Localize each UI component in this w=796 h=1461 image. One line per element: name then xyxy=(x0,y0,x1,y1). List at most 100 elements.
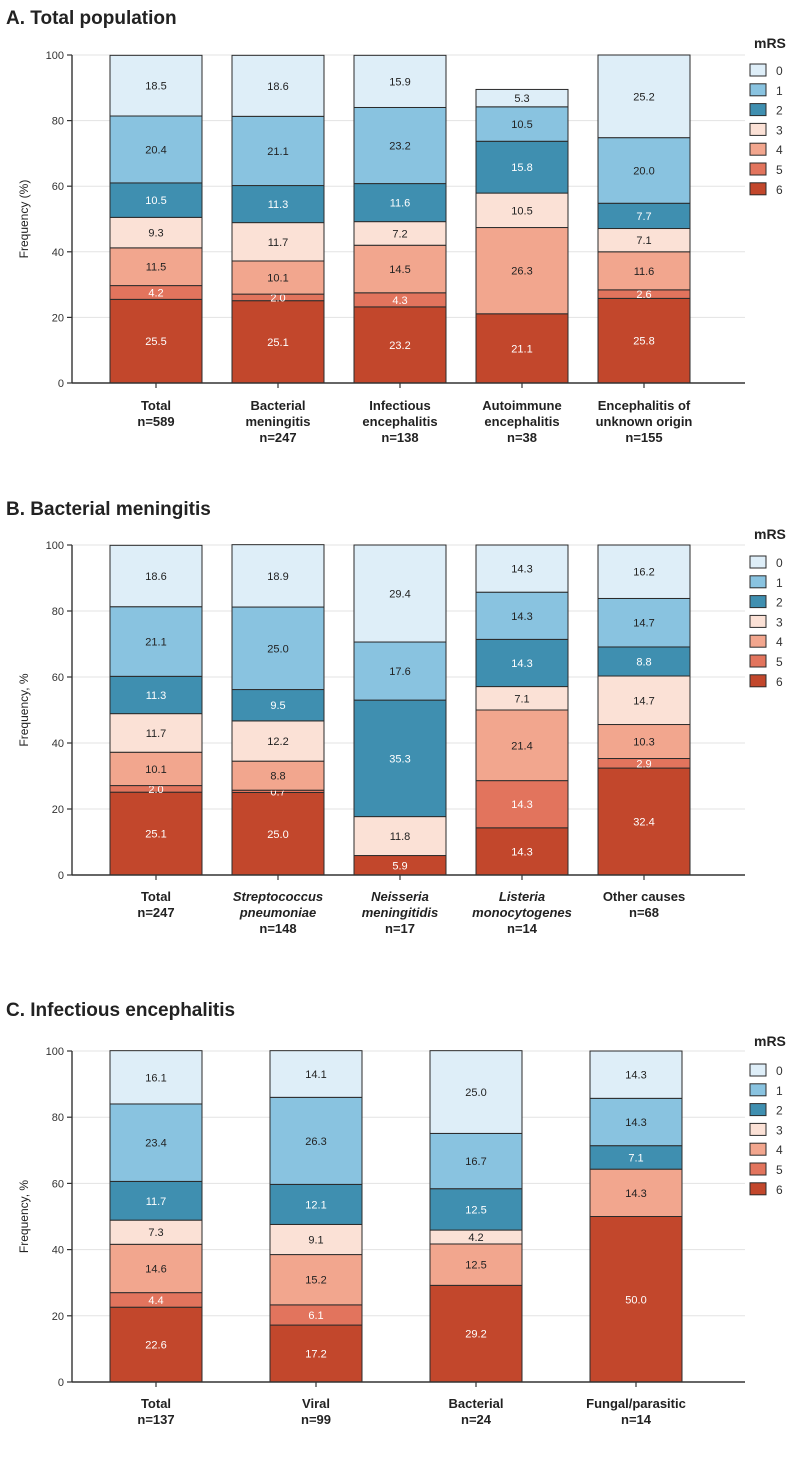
x-tick-label: meningitidis xyxy=(362,905,439,920)
bar-segment-mrs-1 xyxy=(475,106,569,142)
data-label: 29.4 xyxy=(389,589,410,601)
bar-segment-mrs-4 xyxy=(109,1243,203,1294)
y-tick-label: 20 xyxy=(52,1311,64,1323)
bar-segment-mrs-3 xyxy=(597,675,691,726)
data-label: 18.6 xyxy=(267,81,288,93)
x-tick-label: Fungal/parasitic xyxy=(586,1396,686,1411)
data-label: 11.3 xyxy=(268,199,289,211)
data-label: 7.1 xyxy=(628,1152,643,1164)
chart-title: B. Bacterial meningitis xyxy=(6,499,211,520)
legend: mRS 0 1 2 3 4 5 6 xyxy=(749,35,786,197)
bar-segment-mrs-3 xyxy=(109,713,203,753)
bar-segment-mrs-2 xyxy=(597,646,691,677)
bar-segment-mrs-4 xyxy=(269,1254,363,1306)
data-label: 23.4 xyxy=(145,1138,166,1150)
data-label: 4.3 xyxy=(392,295,407,307)
y-tick-label: 80 xyxy=(52,1112,64,1124)
data-label: 2.0 xyxy=(148,784,163,796)
x-tick-label: encephalitis xyxy=(362,414,437,429)
data-label: 25.0 xyxy=(267,643,288,655)
data-label: 26.3 xyxy=(305,1136,326,1148)
bar-segment-mrs-1 xyxy=(429,1132,523,1190)
bar-segment-mrs-2 xyxy=(353,183,447,223)
data-label: 12.2 xyxy=(267,736,288,748)
data-label: 4.2 xyxy=(468,1232,483,1244)
data-label: 2.0 xyxy=(270,292,285,304)
y-tick-label: 40 xyxy=(52,1245,64,1257)
y-axis-label: Frequency, % xyxy=(17,673,31,746)
data-label: 5.3 xyxy=(514,93,529,105)
bar-segment-mrs-0 xyxy=(109,544,203,608)
x-tick-label: Neisseria xyxy=(371,889,429,904)
x-tick-label: n=247 xyxy=(137,905,174,920)
data-label: 20.0 xyxy=(633,165,654,177)
legend-swatch-mrs-3 xyxy=(749,122,767,136)
data-label: 14.6 xyxy=(145,1263,166,1275)
legend-label: 3 xyxy=(776,123,783,137)
data-label: 16.1 xyxy=(145,1072,166,1084)
bar-segment-mrs-2 xyxy=(475,638,569,688)
legend-label: 6 xyxy=(776,1183,783,1197)
x-tick-label: n=68 xyxy=(629,905,659,920)
bar-segment-mrs-4 xyxy=(597,724,691,760)
data-label: 15.8 xyxy=(511,162,532,174)
data-label: 14.7 xyxy=(633,695,654,707)
x-tick-label: monocytogenes xyxy=(472,905,572,920)
x-tick-label: Streptococcus xyxy=(233,889,323,904)
bar-segment-mrs-3 xyxy=(231,720,325,762)
x-tick-label: n=14 xyxy=(507,921,538,936)
bar-segment-mrs-0 xyxy=(231,54,325,117)
legend: mRS 0 1 2 3 4 5 6 xyxy=(749,1033,786,1197)
y-tick-label: 80 xyxy=(52,116,64,128)
data-label: 16.7 xyxy=(465,1156,486,1168)
data-label: 14.3 xyxy=(511,658,532,670)
data-label: 14.3 xyxy=(511,799,532,811)
legend-swatch-mrs-2 xyxy=(749,1103,767,1117)
data-label: 10.3 xyxy=(633,737,654,749)
bar-segment-mrs-1 xyxy=(231,115,325,187)
legend-swatch-mrs-0 xyxy=(749,1063,767,1077)
y-tick-label: 60 xyxy=(52,672,64,684)
x-tick-label: n=137 xyxy=(137,1412,174,1427)
bar-segment-mrs-6 xyxy=(597,767,691,876)
bar-segment-mrs-4 xyxy=(429,1243,523,1286)
bar-segment-mrs-0 xyxy=(109,54,203,117)
legend-swatch-mrs-5 xyxy=(749,1162,767,1176)
bar-segment-mrs-6 xyxy=(269,1324,363,1383)
legend-label: 2 xyxy=(776,104,783,118)
chart-panel-2: B. Bacterial meningitis020406080100Frequ… xyxy=(6,499,786,936)
data-label: 5.9 xyxy=(392,860,407,872)
data-label: 20.4 xyxy=(145,144,166,156)
data-label: 14.3 xyxy=(625,1188,646,1200)
chart-title: C. Infectious encephalitis xyxy=(6,1000,235,1021)
y-tick-label: 60 xyxy=(52,1178,64,1190)
data-label: 22.6 xyxy=(145,1340,166,1352)
data-label: 12.1 xyxy=(305,1199,326,1211)
bar-segment-mrs-0 xyxy=(429,1050,523,1134)
data-label: 12.5 xyxy=(465,1260,486,1272)
y-tick-label: 100 xyxy=(46,540,64,552)
legend-swatch-mrs-1 xyxy=(749,83,767,97)
data-label: 25.5 xyxy=(145,336,166,348)
bar-segment-mrs-6 xyxy=(475,827,569,876)
bar-segment-mrs-6 xyxy=(109,1306,203,1383)
x-tick-label: n=589 xyxy=(137,414,174,429)
data-label: 26.3 xyxy=(511,266,532,278)
bar-segment-mrs-6 xyxy=(109,791,203,876)
x-tick-label: n=247 xyxy=(259,430,296,445)
legend-label: 5 xyxy=(776,1163,783,1177)
legend-label: 6 xyxy=(776,183,783,197)
legend-label: 2 xyxy=(776,1104,783,1118)
data-label: 17.6 xyxy=(389,666,410,678)
legend-swatch-mrs-6 xyxy=(749,182,767,196)
legend-swatch-mrs-5 xyxy=(749,162,767,176)
bar-segment-mrs-1 xyxy=(109,1103,203,1182)
data-label: 50.0 xyxy=(625,1294,646,1306)
bar-segment-mrs-1 xyxy=(109,115,203,184)
bar-segment-mrs-1 xyxy=(109,606,203,677)
legend-label: 3 xyxy=(776,1123,783,1137)
legend-label: 2 xyxy=(776,596,783,610)
legend-swatch-mrs-4 xyxy=(749,1142,767,1156)
x-tick-label: meningitis xyxy=(245,414,310,429)
legend-swatch-mrs-1 xyxy=(749,1083,767,1097)
